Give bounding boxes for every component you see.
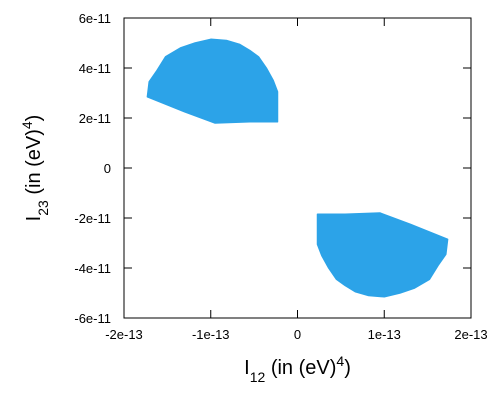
- x-axis-label-unit: (in (eV): [265, 357, 336, 379]
- y-tick-label: 0: [104, 161, 111, 176]
- x-axis-ticks: -2e-13 -1e-13 0 1e-13 2e-13: [105, 18, 488, 342]
- x-axis-label-superscript: 4: [336, 353, 344, 369]
- x-axis-label: I12 (in (eV)4): [244, 353, 351, 385]
- y-axis-label-close: ): [23, 115, 45, 122]
- y-axis-label-unit: (in (eV): [23, 129, 45, 200]
- x-tick-label: 1e-13: [368, 327, 401, 342]
- x-axis-label-subscript: 12: [250, 369, 266, 385]
- y-tick-label: 6e-11: [79, 11, 111, 26]
- y-axis-label: I23 (in (eV)4): [19, 115, 51, 222]
- data-region-upper-left: [146, 38, 279, 124]
- y-tick-label: 4e-11: [79, 61, 111, 76]
- x-axis-label-symbol: I: [244, 357, 250, 379]
- y-axis-label-superscript: 4: [19, 121, 35, 129]
- y-axis-label-symbol: I: [23, 216, 45, 222]
- x-axis-label-close: ): [344, 357, 351, 379]
- y-axis-ticks: -6e-11 -4e-11 -2e-11 0 2e-11 4e-11 6e-11: [74, 11, 471, 326]
- x-tick-label: 0: [294, 327, 301, 342]
- y-tick-label: 2e-11: [79, 111, 111, 126]
- x-tick-label: -2e-13: [105, 327, 143, 342]
- x-tick-label: -1e-13: [192, 327, 230, 342]
- y-axis-label-subscript: 23: [35, 200, 51, 216]
- data-region-lower-right: [316, 212, 449, 298]
- data-regions: [146, 38, 449, 298]
- y-tick-label: -6e-11: [74, 311, 111, 326]
- y-tick-label: -2e-11: [74, 211, 111, 226]
- y-tick-label: -4e-11: [74, 261, 111, 276]
- x-tick-label: 2e-13: [454, 327, 487, 342]
